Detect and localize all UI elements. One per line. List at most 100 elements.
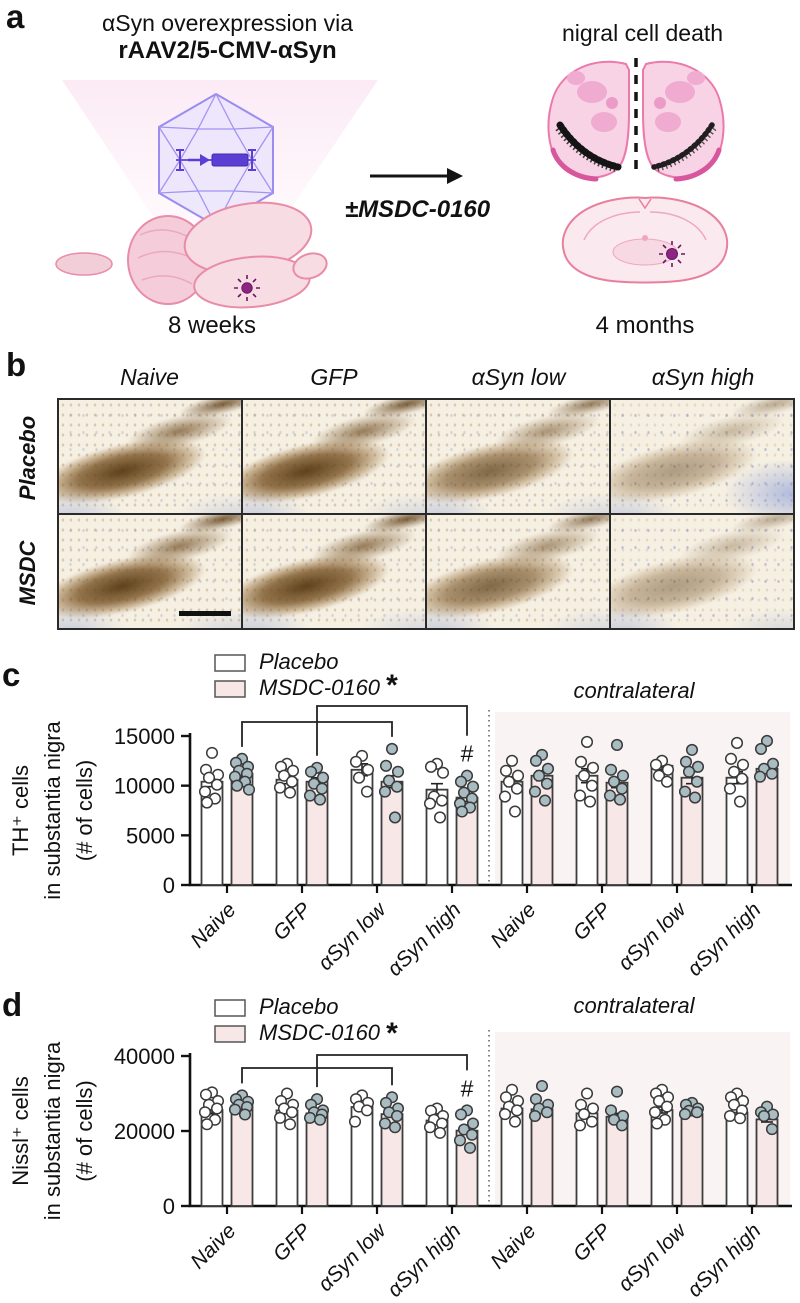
data-point <box>723 782 737 795</box>
data-point <box>535 1079 549 1093</box>
data-point <box>505 754 519 767</box>
panel-label-c: c <box>2 656 21 693</box>
panel-a-title-line1: αSyn overexpression via <box>101 10 354 36</box>
data-point <box>273 1111 287 1124</box>
data-point <box>508 1115 522 1128</box>
data-point <box>607 1113 621 1126</box>
x-category-label: αSyn low <box>314 1218 392 1296</box>
data-point <box>510 782 524 795</box>
data-point <box>352 771 366 784</box>
data-point <box>733 1112 747 1125</box>
data-point <box>303 1111 317 1124</box>
virus-injection-icon <box>234 275 260 301</box>
data-point <box>573 789 587 802</box>
x-category-label: Naive <box>486 898 540 952</box>
data-point <box>205 746 219 759</box>
data-point <box>585 779 599 792</box>
micrograph-msdc-αsyn-low <box>427 515 609 628</box>
data-point <box>277 769 291 782</box>
legend-label: MSDC-0160 <box>259 1020 381 1045</box>
data-point <box>508 805 522 818</box>
micrograph-placebo-naive <box>59 400 241 513</box>
y-tick-label: 0 <box>163 1194 175 1219</box>
hash-significance: # <box>461 1075 474 1101</box>
data-point <box>754 742 768 755</box>
data-point <box>388 811 402 824</box>
th-stain-band <box>427 400 609 513</box>
x-category-label: αSyn high <box>683 898 766 981</box>
bar-placebo-αsyn-high-contra <box>725 1111 749 1207</box>
data-point <box>615 782 629 795</box>
data-point <box>679 755 693 768</box>
y-axis-label: in substantia nigra <box>40 1041 65 1220</box>
data-point <box>616 769 630 782</box>
section-label-contralateral: contralateral <box>573 678 695 703</box>
data-point <box>735 772 749 785</box>
x-category-label: αSyn high <box>383 1219 466 1302</box>
data-point <box>463 1141 477 1154</box>
y-axis-label: in substantia nigra <box>40 720 65 899</box>
y-axis-label: Nissl⁺ cells <box>8 1076 33 1185</box>
panel-b-col-header-4: αSyn high <box>651 364 755 390</box>
data-point <box>454 1108 468 1121</box>
treatment-label: ±MSDC-0160 <box>344 196 491 223</box>
data-point <box>538 794 552 807</box>
data-point <box>433 811 447 824</box>
data-point <box>228 1103 242 1116</box>
y-tick-label: 10000 <box>114 774 175 799</box>
data-point <box>511 769 525 782</box>
micrograph-placebo-gfp <box>243 400 425 513</box>
data-point <box>349 755 363 768</box>
data-point <box>678 1108 692 1121</box>
data-point <box>436 766 450 779</box>
panel-a-title-line2: rAAV2/5-CMV-αSyn <box>118 37 337 64</box>
data-point <box>603 789 617 802</box>
data-point <box>210 1102 224 1115</box>
timepoint-right: 4 months <box>595 312 695 339</box>
th-stain-band <box>611 515 793 628</box>
legend-label: Placebo <box>259 994 339 1019</box>
legend-swatch-placebo <box>214 999 246 1017</box>
data-point <box>283 1118 297 1131</box>
data-point <box>455 805 469 818</box>
legend-label: MSDC-0160 <box>259 675 381 700</box>
data-point <box>573 1119 587 1132</box>
data-point <box>691 760 705 773</box>
data-point <box>765 1123 779 1136</box>
panel-label-a: a <box>6 0 25 35</box>
data-point <box>454 775 468 788</box>
x-category-label: αSyn high <box>383 898 466 981</box>
data-point <box>424 760 438 773</box>
data-point <box>580 735 594 749</box>
data-point <box>760 734 774 748</box>
data-point <box>727 1098 741 1111</box>
arrow-icon <box>370 168 463 184</box>
data-point <box>498 1108 512 1121</box>
data-point <box>724 752 738 765</box>
data-point <box>285 1106 299 1119</box>
data-point <box>765 767 779 780</box>
x-category-label: Naive <box>486 1219 540 1273</box>
data-point <box>238 1108 252 1121</box>
data-point <box>585 1115 599 1128</box>
panel-label-b: b <box>6 346 27 383</box>
data-point <box>528 785 542 798</box>
micrograph-msdc-αsyn-high <box>611 515 793 628</box>
data-point <box>230 779 244 792</box>
data-point <box>510 1104 524 1117</box>
data-point <box>540 1106 554 1119</box>
data-point <box>678 785 692 798</box>
data-point <box>727 765 741 778</box>
gene-cassette-icon <box>176 149 256 171</box>
y-tick-label: 5000 <box>126 823 175 848</box>
bar-msdc-gfp <box>305 1112 329 1207</box>
data-point <box>652 769 666 782</box>
data-point <box>498 790 512 803</box>
data-point <box>733 795 747 808</box>
y-axis-label: (# of cells) <box>72 760 97 861</box>
data-point <box>586 1102 600 1115</box>
data-point <box>379 759 393 772</box>
data-point <box>580 1087 594 1100</box>
data-point <box>200 796 214 809</box>
